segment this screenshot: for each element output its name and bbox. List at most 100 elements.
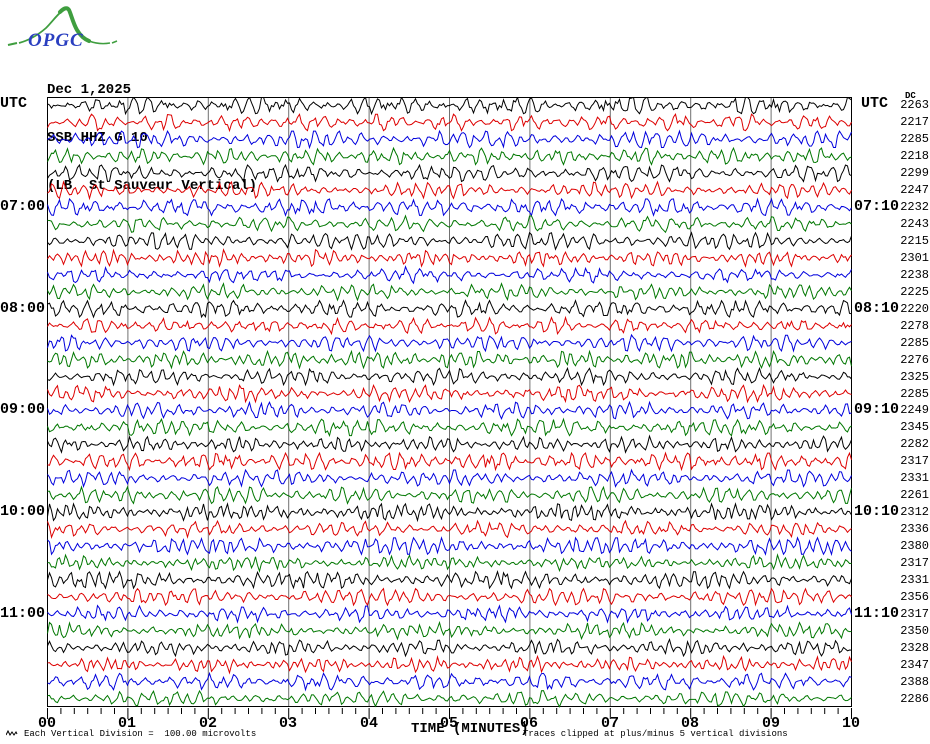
seismic-trace-green <box>47 214 852 234</box>
dc-value: 2317 <box>900 454 929 468</box>
x-tick-label: 10 <box>841 715 860 732</box>
header-date: Dec 1,2025 <box>47 82 132 98</box>
tiny-squiggle-artifact <box>6 729 18 736</box>
seismic-trace-red <box>47 248 852 268</box>
x-tick-label: 03 <box>278 715 297 732</box>
dc-value: 2276 <box>900 353 929 367</box>
logo-mountain-tail <box>88 40 118 45</box>
dc-value: 2299 <box>900 166 929 180</box>
x-tick-label: 07 <box>600 715 619 732</box>
left-axis-title: UTC <box>0 95 28 112</box>
trace-row <box>47 366 852 387</box>
seismic-trace-red <box>47 315 852 336</box>
right-hour-label: 09:10 <box>854 401 900 418</box>
dc-value: 2243 <box>900 217 929 231</box>
dc-column-header: DC <box>905 91 916 101</box>
seismic-trace-green <box>47 146 852 166</box>
seismic-trace-blue <box>47 333 852 353</box>
seismic-trace-blue <box>47 604 852 624</box>
trace-row <box>47 468 852 489</box>
footer-scale-note: Each Vertical Division = 100.00 microvol… <box>24 729 257 739</box>
trace-row <box>47 197 852 217</box>
seismic-trace-red <box>47 180 852 201</box>
trace-row <box>47 604 852 624</box>
seismic-trace-red <box>47 113 852 133</box>
dc-value: 2215 <box>900 234 929 248</box>
trace-row <box>47 113 852 133</box>
seismic-trace-blue <box>47 129 852 150</box>
seismic-trace-black <box>47 637 852 658</box>
trace-row <box>47 97 852 116</box>
dc-value: 2217 <box>900 115 929 129</box>
dc-value: 2278 <box>900 319 929 333</box>
trace-row <box>47 383 852 404</box>
right-hour-label: 10:10 <box>854 503 900 520</box>
seismic-trace-red <box>47 519 852 540</box>
right-hour-label: 08:10 <box>854 300 900 317</box>
seismic-trace-green <box>47 689 852 708</box>
x-axis-ticks <box>47 708 852 719</box>
seismic-trace-red <box>47 654 852 675</box>
logo-baseline-dash-left <box>7 42 18 46</box>
dc-value: 2331 <box>900 573 929 587</box>
dc-value: 2285 <box>900 336 929 350</box>
trace-row <box>47 349 852 370</box>
plot-header: Dec 1,2025 SSB HHZ G 10 (LB St Sauveur V… <box>47 50 257 226</box>
seismic-trace-blue <box>47 536 852 557</box>
x-tick-label: 06 <box>519 715 538 732</box>
trace-row <box>47 315 852 336</box>
left-hour-label: 11:00 <box>0 605 46 622</box>
right-axis-title: UTC <box>861 95 889 112</box>
trace-row <box>47 587 852 607</box>
seismogram-plot <box>47 97 852 708</box>
dc-value: 2225 <box>900 285 929 299</box>
seismic-trace-blue <box>47 468 852 489</box>
seismic-trace-blue <box>47 197 852 217</box>
trace-row <box>47 689 852 708</box>
dc-value: 2345 <box>900 420 929 434</box>
trace-row <box>47 417 852 438</box>
dc-value: 2388 <box>900 675 929 689</box>
seismic-trace-black <box>47 231 852 251</box>
trace-row <box>47 434 852 454</box>
x-axis-label: TIME (MINUTES) <box>411 721 529 737</box>
dc-value: 2220 <box>900 302 929 316</box>
trace-row <box>47 536 852 557</box>
logo-text: OPGC <box>28 30 84 51</box>
x-tick-label: 01 <box>117 715 136 732</box>
dc-value: 2325 <box>900 370 929 384</box>
trace-row <box>47 654 852 675</box>
trace-row <box>47 129 852 150</box>
left-hour-label: 10:00 <box>0 503 46 520</box>
trace-row <box>47 502 852 523</box>
left-hour-label: 07:00 <box>0 198 46 215</box>
right-hour-label: 11:10 <box>854 605 900 622</box>
x-tick-label: 08 <box>680 715 699 732</box>
logo-mountain-rise <box>18 10 63 44</box>
dc-value: 2347 <box>900 658 929 672</box>
seismic-trace-red <box>47 383 852 404</box>
seismic-trace-green <box>47 485 852 505</box>
seismic-trace-green <box>47 282 852 302</box>
trace-row <box>47 569 852 590</box>
left-hour-label: 08:00 <box>0 300 46 317</box>
trace-row <box>47 163 852 183</box>
left-hour-label: 09:00 <box>0 401 46 418</box>
dc-value: 2336 <box>900 522 929 536</box>
dc-value: 2286 <box>900 692 929 706</box>
seismic-trace-blue <box>47 265 852 285</box>
seismic-trace-blue <box>47 671 852 692</box>
dc-value: 2356 <box>900 590 929 604</box>
seismic-trace-green <box>47 349 852 370</box>
trace-row <box>47 231 852 251</box>
trace-row <box>47 146 852 166</box>
x-tick-label: 02 <box>198 715 217 732</box>
trace-row <box>47 620 852 641</box>
dc-value: 2328 <box>900 641 929 655</box>
dc-value: 2282 <box>900 437 929 451</box>
trace-row <box>47 299 852 319</box>
dc-value: 2331 <box>900 471 929 485</box>
trace-row <box>47 180 852 201</box>
right-hour-label: 07:10 <box>854 198 900 215</box>
